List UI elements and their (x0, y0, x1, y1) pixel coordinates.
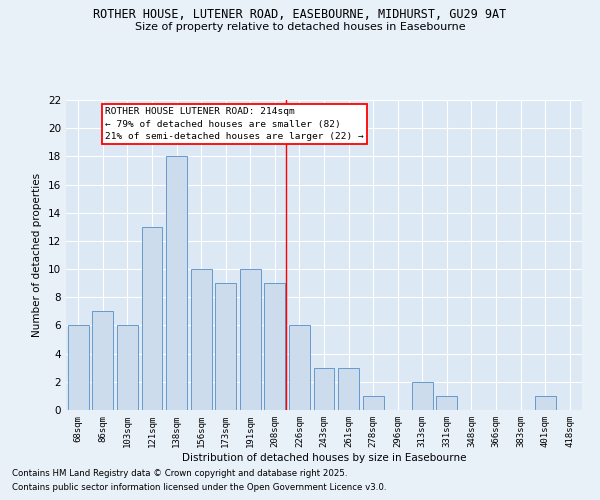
Bar (314, 368, 334, 410)
Bar (191, 269, 212, 410)
Text: Size of property relative to detached houses in Easebourne: Size of property relative to detached ho… (134, 22, 466, 32)
Text: Contains public sector information licensed under the Open Government Licence v3: Contains public sector information licen… (12, 484, 386, 492)
Y-axis label: Number of detached properties: Number of detached properties (32, 173, 43, 337)
X-axis label: Distribution of detached houses by size in Easebourne: Distribution of detached houses by size … (182, 452, 466, 462)
Bar (92, 312, 113, 410)
Bar (338, 368, 359, 410)
Text: ROTHER HOUSE, LUTENER ROAD, EASEBOURNE, MIDHURST, GU29 9AT: ROTHER HOUSE, LUTENER ROAD, EASEBOURNE, … (94, 8, 506, 20)
Bar (240, 269, 261, 410)
Text: ROTHER HOUSE LUTENER ROAD: 214sqm
← 79% of detached houses are smaller (82)
21% : ROTHER HOUSE LUTENER ROAD: 214sqm ← 79% … (106, 107, 364, 141)
Bar (215, 283, 236, 410)
Text: Contains HM Land Registry data © Crown copyright and database right 2025.: Contains HM Land Registry data © Crown c… (12, 468, 347, 477)
Bar (117, 326, 138, 410)
Bar (68, 326, 89, 410)
Bar (436, 396, 457, 410)
Bar (289, 326, 310, 410)
Bar (362, 396, 383, 410)
Bar (265, 283, 286, 410)
Bar (166, 156, 187, 410)
Bar (535, 396, 556, 410)
Bar (412, 382, 433, 410)
Bar (142, 227, 163, 410)
